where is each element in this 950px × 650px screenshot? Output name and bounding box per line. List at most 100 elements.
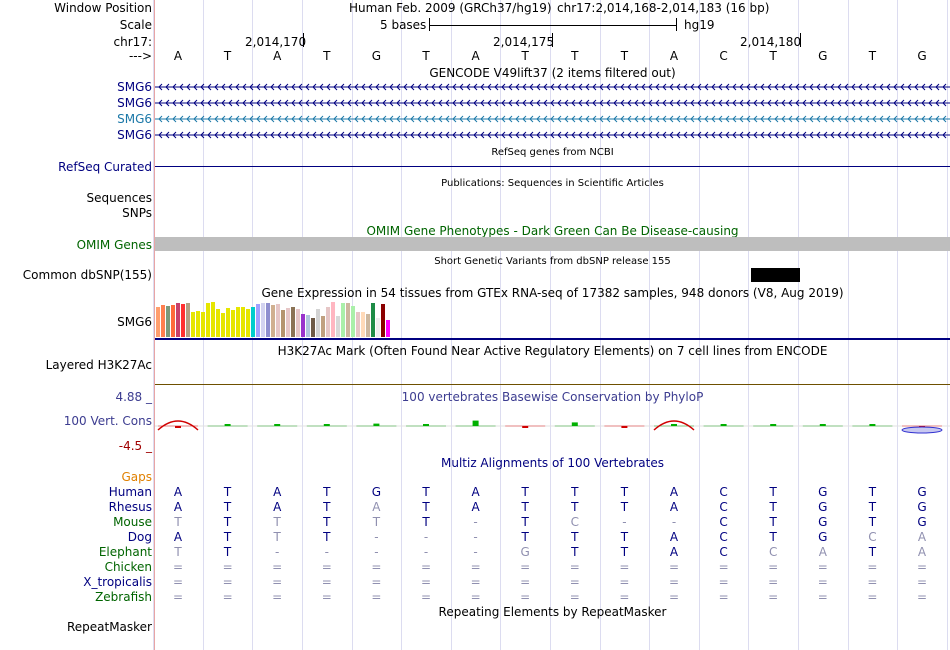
- gtex-bar[interactable]: [301, 314, 305, 337]
- cons-value-mark[interactable]: [671, 424, 677, 426]
- gtex-bar[interactable]: [296, 309, 300, 337]
- label-omim[interactable]: OMIM Genes: [76, 238, 152, 252]
- gtex-bar[interactable]: [206, 303, 210, 337]
- gtex-bar[interactable]: [381, 304, 385, 337]
- label-snps[interactable]: SNPs: [122, 206, 152, 220]
- omim-feature-bar[interactable]: [155, 237, 950, 251]
- gtex-bar[interactable]: [346, 303, 350, 337]
- cons-title[interactable]: 100 vertebrates Basewise Conservation by…: [401, 390, 704, 404]
- gtex-bar[interactable]: [201, 312, 205, 337]
- gtex-bar[interactable]: [236, 307, 240, 337]
- gtex-title[interactable]: Gene Expression in 54 tissues from GTEx …: [261, 286, 844, 300]
- multiz-title[interactable]: Multiz Alignments of 100 Vertebrates: [440, 456, 665, 470]
- gtex-bar[interactable]: [316, 309, 320, 337]
- gtex-bar[interactable]: [231, 310, 235, 337]
- gtex-bar[interactable]: [171, 305, 175, 337]
- gtex-bar[interactable]: [181, 304, 185, 337]
- gencode-title[interactable]: GENCODE V49lift37 (2 items filtered out): [429, 66, 676, 80]
- species-label[interactable]: Chicken: [104, 560, 152, 574]
- cons-value-mark[interactable]: [175, 426, 181, 428]
- cons-value-mark[interactable]: [274, 424, 281, 426]
- gtex-bar[interactable]: [366, 314, 370, 337]
- gtex-bar[interactable]: [241, 307, 245, 337]
- label-gtex-gene[interactable]: SMG6: [117, 315, 152, 329]
- cons-value-mark[interactable]: [819, 424, 826, 426]
- gtex-bar[interactable]: [156, 307, 160, 337]
- track-area[interactable]: Human Feb. 2009 (GRCh37/hg19) chr17:2,01…: [153, 0, 950, 650]
- label-refseq[interactable]: RefSeq Curated: [58, 160, 152, 174]
- gtex-bar[interactable]: [356, 312, 360, 337]
- gtex-bar[interactable]: [286, 308, 290, 337]
- gtex-bar[interactable]: [281, 310, 285, 337]
- gtex-bar[interactable]: [336, 316, 340, 337]
- gtex-bar[interactable]: [211, 302, 215, 337]
- cons-value-mark[interactable]: [720, 424, 727, 426]
- label-dbsnp[interactable]: Common dbSNP(155): [22, 268, 152, 282]
- gtex-bar[interactable]: [271, 305, 275, 337]
- label-smg6-3[interactable]: SMG6: [117, 112, 152, 126]
- gene-smg6-1[interactable]: [155, 81, 950, 93]
- species-label[interactable]: X_tropicalis: [83, 575, 152, 589]
- gtex-bar-chart[interactable]: [156, 300, 536, 337]
- gtex-bar[interactable]: [386, 320, 390, 337]
- gtex-bar[interactable]: [351, 306, 355, 337]
- gtex-bar[interactable]: [161, 305, 165, 337]
- dbsnp-title[interactable]: Short Genetic Variants from dbSNP releas…: [434, 256, 671, 267]
- cons-value-mark[interactable]: [571, 422, 578, 426]
- gtex-bar[interactable]: [266, 303, 270, 337]
- gtex-bar[interactable]: [291, 307, 295, 337]
- label-smg6-4[interactable]: SMG6: [117, 128, 152, 142]
- cons-value-mark[interactable]: [869, 424, 876, 426]
- gtex-bar[interactable]: [246, 309, 250, 337]
- species-label[interactable]: Rhesus: [108, 500, 152, 514]
- pubs-title[interactable]: Publications: Sequences in Scientific Ar…: [441, 178, 664, 189]
- cons-value-mark[interactable]: [522, 426, 529, 428]
- gtex-bar[interactable]: [186, 303, 190, 337]
- cons-value-mark[interactable]: [621, 426, 628, 428]
- species-label[interactable]: Dog: [127, 530, 152, 544]
- label-h3k27ac[interactable]: Layered H3K27Ac: [45, 358, 152, 372]
- repeat-title[interactable]: Repeating Elements by RepeatMasker: [438, 605, 667, 619]
- species-label[interactable]: Zebrafish: [95, 590, 152, 604]
- gtex-bar[interactable]: [166, 306, 170, 337]
- dbsnp-variant-block[interactable]: [751, 268, 800, 282]
- label-smg6-1[interactable]: SMG6: [117, 80, 152, 94]
- label-gaps[interactable]: Gaps: [121, 470, 152, 484]
- label-cons-name[interactable]: 100 Vert. Cons: [63, 414, 152, 428]
- gtex-bar[interactable]: [216, 309, 220, 337]
- gtex-bar[interactable]: [221, 313, 225, 337]
- label-repeatmasker[interactable]: RepeatMasker: [66, 620, 152, 634]
- label-smg6-2[interactable]: SMG6: [117, 96, 152, 110]
- gtex-bar[interactable]: [361, 312, 365, 337]
- cons-value-mark[interactable]: [770, 424, 777, 426]
- gtex-bar[interactable]: [371, 303, 375, 337]
- cons-value-mark[interactable]: [323, 424, 330, 426]
- conservation-plot[interactable]: [155, 400, 950, 450]
- gtex-bar[interactable]: [196, 311, 200, 337]
- species-label[interactable]: Mouse: [113, 515, 152, 529]
- gtex-bar[interactable]: [331, 302, 335, 337]
- refseq-gene-line[interactable]: [155, 166, 950, 167]
- h3k-title[interactable]: H3K27Ac Mark (Often Found Near Active Re…: [277, 344, 828, 358]
- cons-value-mark[interactable]: [472, 420, 479, 426]
- refseq-title[interactable]: RefSeq genes from NCBI: [491, 147, 614, 158]
- cons-value-mark[interactable]: [373, 423, 380, 426]
- cons-value-mark[interactable]: [423, 424, 429, 426]
- gtex-bar[interactable]: [321, 316, 325, 337]
- gtex-bar[interactable]: [276, 304, 280, 337]
- omim-title[interactable]: OMIM Gene Phenotypes - Dark Green Can Be…: [366, 224, 739, 238]
- gene-smg6-4[interactable]: [155, 129, 950, 141]
- label-sequences[interactable]: Sequences: [86, 191, 152, 205]
- gtex-bar[interactable]: [251, 307, 255, 337]
- gtex-bar[interactable]: [311, 318, 315, 337]
- gene-smg6-3[interactable]: [155, 113, 950, 125]
- gtex-bar[interactable]: [256, 304, 260, 337]
- gtex-bar[interactable]: [376, 318, 380, 337]
- gtex-bar[interactable]: [176, 303, 180, 337]
- gtex-bar[interactable]: [261, 303, 265, 337]
- cons-value-mark[interactable]: [224, 424, 231, 426]
- gtex-bar[interactable]: [191, 312, 195, 337]
- gtex-bar[interactable]: [306, 315, 310, 337]
- species-label[interactable]: Elephant: [98, 545, 152, 559]
- gtex-bar[interactable]: [326, 307, 330, 337]
